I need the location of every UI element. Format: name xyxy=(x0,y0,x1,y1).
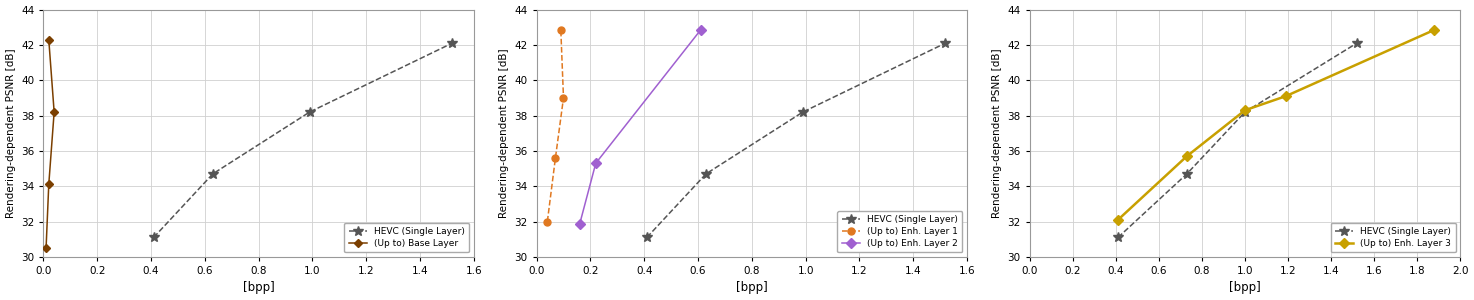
Y-axis label: Rendering-dependent PSNR [dB]: Rendering-dependent PSNR [dB] xyxy=(992,48,1002,218)
(Up to) Base Layer xyxy=(37,246,55,250)
(Up to) Enh. Layer 1 xyxy=(538,220,556,223)
(Up to) Enh. Layer 3 xyxy=(1276,94,1294,98)
Line: (Up to) Enh. Layer 1: (Up to) Enh. Layer 1 xyxy=(544,26,567,225)
(Up to) Base Layer xyxy=(40,38,57,41)
HEVC (Single Layer) xyxy=(936,41,954,45)
HEVC (Single Layer) xyxy=(301,110,318,114)
Y-axis label: Rendering-dependent PSNR [dB]: Rendering-dependent PSNR [dB] xyxy=(6,48,16,218)
Legend: HEVC (Single Layer), (Up to) Enh. Layer 1, (Up to) Enh. Layer 2: HEVC (Single Layer), (Up to) Enh. Layer … xyxy=(837,211,963,252)
Line: HEVC (Single Layer): HEVC (Single Layer) xyxy=(643,38,951,242)
(Up to) Enh. Layer 2 xyxy=(570,222,588,226)
(Up to) Enh. Layer 3 xyxy=(1178,154,1195,158)
HEVC (Single Layer) xyxy=(1349,41,1366,45)
X-axis label: [bpp]: [bpp] xyxy=(243,281,274,294)
HEVC (Single Layer) xyxy=(144,236,162,239)
(Up to) Enh. Layer 3 xyxy=(1110,218,1128,222)
Line: (Up to) Enh. Layer 2: (Up to) Enh. Layer 2 xyxy=(576,26,705,228)
HEVC (Single Layer) xyxy=(638,236,656,239)
Line: (Up to) Base Layer: (Up to) Base Layer xyxy=(43,37,57,251)
(Up to) Enh. Layer 3 xyxy=(1425,28,1443,32)
(Up to) Base Layer xyxy=(40,183,57,186)
(Up to) Enh. Layer 3 xyxy=(1237,108,1254,112)
Line: (Up to) Enh. Layer 3: (Up to) Enh. Layer 3 xyxy=(1114,26,1437,223)
X-axis label: [bpp]: [bpp] xyxy=(736,281,768,294)
(Up to) Enh. Layer 2 xyxy=(587,161,604,165)
Line: HEVC (Single Layer): HEVC (Single Layer) xyxy=(149,38,457,242)
Y-axis label: Rendering-dependent PSNR [dB]: Rendering-dependent PSNR [dB] xyxy=(498,48,509,218)
(Up to) Enh. Layer 1 xyxy=(547,156,565,160)
Legend: HEVC (Single Layer), (Up to) Enh. Layer 3: HEVC (Single Layer), (Up to) Enh. Layer … xyxy=(1331,223,1456,252)
HEVC (Single Layer) xyxy=(794,110,812,114)
X-axis label: [bpp]: [bpp] xyxy=(1229,281,1260,294)
HEVC (Single Layer) xyxy=(1178,172,1195,175)
(Up to) Base Layer xyxy=(46,110,63,114)
HEVC (Single Layer) xyxy=(444,41,461,45)
HEVC (Single Layer) xyxy=(1237,110,1254,114)
HEVC (Single Layer) xyxy=(203,172,221,175)
(Up to) Enh. Layer 1 xyxy=(554,96,572,100)
Legend: HEVC (Single Layer), (Up to) Base Layer: HEVC (Single Layer), (Up to) Base Layer xyxy=(343,223,469,252)
Line: HEVC (Single Layer): HEVC (Single Layer) xyxy=(1113,38,1362,242)
(Up to) Enh. Layer 1 xyxy=(551,28,569,32)
HEVC (Single Layer) xyxy=(1110,236,1128,239)
HEVC (Single Layer) xyxy=(697,172,715,175)
(Up to) Enh. Layer 2 xyxy=(691,28,709,32)
